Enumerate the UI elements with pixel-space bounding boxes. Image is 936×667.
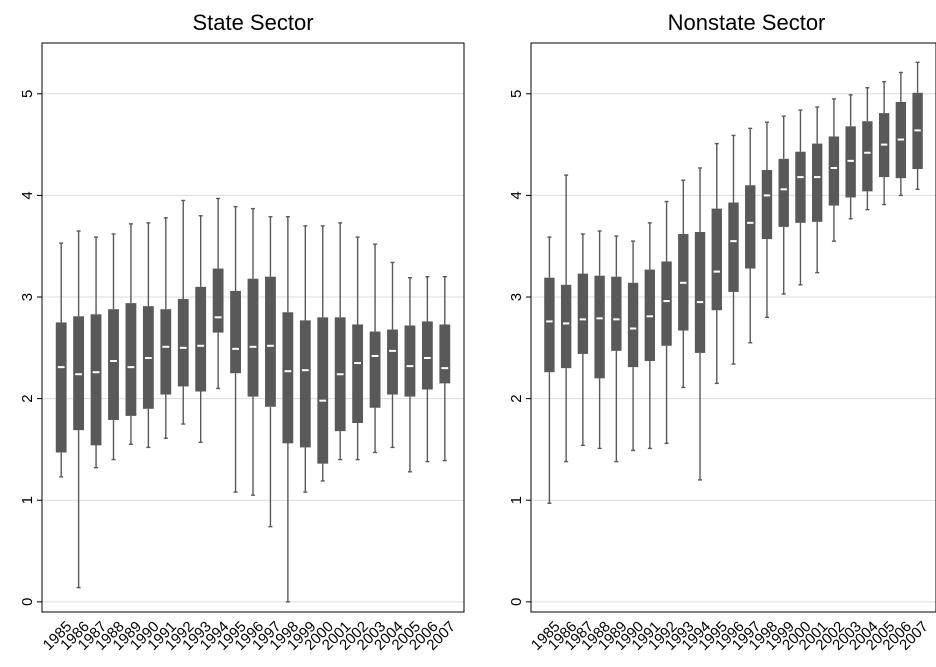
box-iqr (661, 261, 672, 346)
box-iqr (644, 269, 656, 362)
y-tick-label: 2 (508, 394, 525, 402)
y-tick-label: 3 (19, 293, 36, 301)
y-tick-label: 0 (19, 598, 36, 606)
box-iqr (230, 290, 241, 374)
plot-frame (530, 42, 936, 613)
box-iqr (160, 309, 172, 395)
box-iqr (265, 276, 276, 407)
y-tick-label: 5 (508, 90, 525, 98)
box-iqr (125, 303, 137, 416)
panel-title: State Sector (192, 10, 313, 35)
box-iqr (694, 231, 706, 353)
box-iqr (795, 151, 806, 223)
plot-frame (41, 42, 465, 613)
box-iqr (627, 282, 639, 368)
y-tick-label: 4 (508, 191, 525, 199)
y-tick-label: 0 (508, 598, 525, 606)
box-iqr (761, 170, 773, 240)
y-tick-label: 1 (508, 496, 525, 504)
box-iqr (317, 317, 329, 464)
box-iqr (544, 277, 555, 373)
box-iqr (73, 316, 85, 431)
box-iqr (352, 324, 364, 424)
box-iqr (195, 286, 207, 392)
y-tick-label: 1 (19, 496, 36, 504)
box-iqr (745, 185, 756, 269)
box-iqr (711, 208, 722, 311)
box-iqr (778, 158, 789, 227)
box-iqr (299, 320, 311, 448)
box-iqr (387, 329, 398, 395)
box-iqr (282, 312, 294, 444)
box-iqr (577, 273, 589, 354)
box-iqr (369, 331, 381, 408)
box-iqr (108, 309, 119, 420)
box-iqr (862, 121, 873, 192)
y-tick-label: 3 (508, 293, 525, 301)
box-iqr (55, 322, 67, 453)
box-iqr (90, 314, 102, 446)
box-iqr (828, 136, 840, 206)
box-iqr (404, 325, 416, 397)
panel-title: Nonstate Sector (668, 10, 826, 35)
box-iqr (728, 202, 739, 292)
box-iqr (421, 321, 433, 390)
box-iqr (594, 275, 605, 379)
box-iqr (212, 268, 224, 333)
box-iqr (439, 324, 451, 384)
y-tick-label: 4 (19, 191, 36, 199)
box-iqr (177, 299, 189, 387)
y-tick-label: 5 (19, 90, 36, 98)
y-tick-label: 2 (19, 394, 36, 402)
box-iqr (811, 143, 823, 222)
box-iqr (560, 284, 572, 369)
box-iqr (845, 126, 856, 198)
box-iqr (247, 278, 259, 397)
box-iqr (611, 276, 622, 351)
